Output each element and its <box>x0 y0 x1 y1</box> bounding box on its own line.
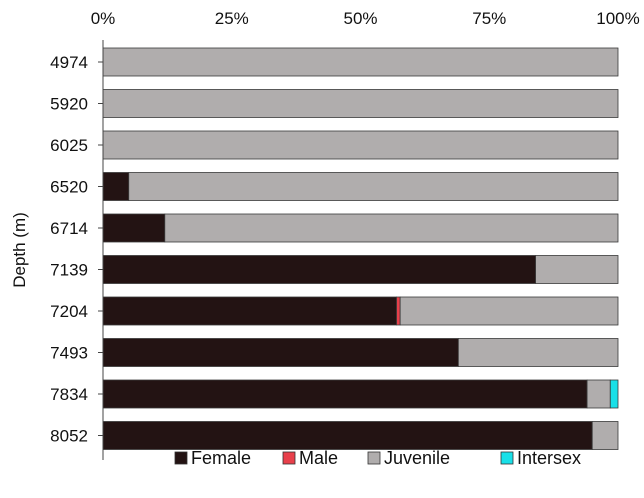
x-tick-label: 75% <box>472 9 506 28</box>
bar-segment-juvenile <box>164 213 619 243</box>
y-tick-label: 7139 <box>50 261 88 280</box>
bars <box>102 47 619 450</box>
y-tick-label: 6714 <box>50 219 88 238</box>
bar-segment-female <box>102 338 459 367</box>
bar-segment-juvenile <box>102 89 619 118</box>
bar-segment-juvenile <box>535 255 619 284</box>
legend-label-juvenile: Juvenile <box>384 448 450 468</box>
bar-segment-juvenile <box>102 130 619 160</box>
legend: Female Male Juvenile Intersex <box>174 448 581 468</box>
bar-segment-juvenile <box>128 172 619 201</box>
y-tick-label: 5920 <box>50 95 88 114</box>
y-tick-label: 6025 <box>50 136 88 155</box>
y-tick-label: 7834 <box>50 385 88 404</box>
bar-segment-juvenile <box>399 296 619 326</box>
legend-label-intersex: Intersex <box>517 448 581 468</box>
bar-segment-female <box>102 255 537 284</box>
bar-segment-juvenile <box>102 47 619 77</box>
y-tick-label: 6520 <box>50 178 88 197</box>
legend-swatch-male <box>282 451 296 465</box>
bar-segment-female <box>102 296 397 326</box>
y-tick-label: 7204 <box>50 302 88 321</box>
bar-segment-juvenile <box>591 421 619 450</box>
legend-swatch-intersex <box>500 451 514 465</box>
legend-label-male: Male <box>299 448 338 468</box>
x-tick-label: 0% <box>91 9 116 28</box>
bar-segment-female <box>102 213 166 243</box>
y-axis-ticks: 4974 5920 6025 6520 6714 7139 7204 7493 7834 8052 <box>50 53 103 446</box>
bar-segment-juvenile <box>586 379 611 409</box>
y-axis-title: Depth (m) <box>10 212 29 288</box>
bar-segment-juvenile <box>457 338 619 367</box>
x-tick-label: 25% <box>215 9 249 28</box>
x-tick-label: 100% <box>596 9 639 28</box>
bar-segment-female <box>102 172 130 201</box>
y-tick-label: 8052 <box>50 427 88 446</box>
legend-label-female: Female <box>191 448 251 468</box>
bar-segment-intersex <box>609 379 619 409</box>
x-axis-ticks: 0% 25% 50% 75% 100% <box>91 9 640 28</box>
y-tick-label: 7493 <box>50 344 88 363</box>
bar-segment-female <box>102 379 588 409</box>
bar-segment-male <box>396 296 401 326</box>
x-tick-label: 50% <box>343 9 377 28</box>
y-tick-label: 4974 <box>50 53 88 72</box>
legend-swatch-juvenile <box>367 451 381 465</box>
legend-swatch-female <box>174 451 188 465</box>
bar-segment-female <box>102 421 593 450</box>
